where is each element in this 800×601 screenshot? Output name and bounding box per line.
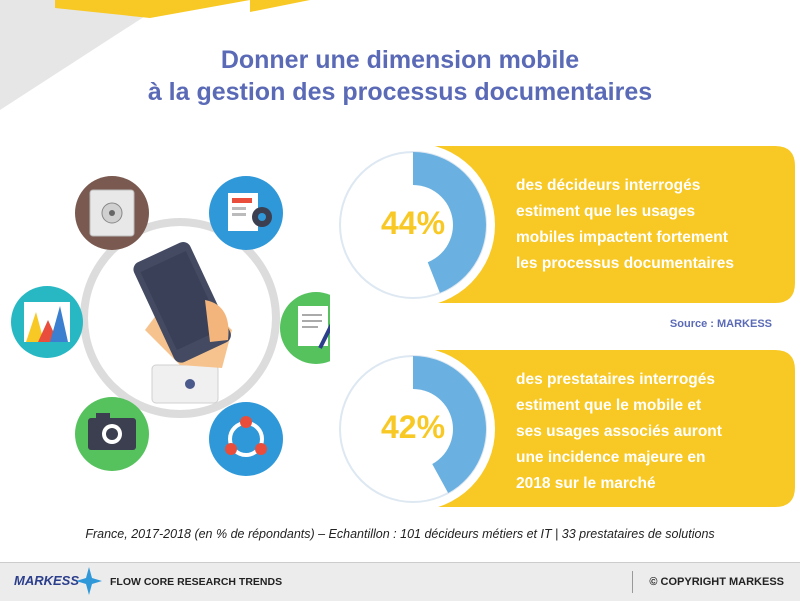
- donut-center: [373, 185, 453, 265]
- stat-percentage: 42%: [380, 409, 446, 445]
- description-line: les processus documentaires: [516, 255, 734, 272]
- copyright-text: © COPYRIGHT MARKESS: [649, 576, 784, 588]
- star-logo-icon: [76, 567, 102, 595]
- document-gear-icon: [209, 176, 283, 250]
- footer-subtitle: FLOW CORE RESEARCH TRENDS: [110, 576, 283, 588]
- stat-description: des décideurs interrogés estiment que le…: [516, 173, 786, 277]
- donut-chart-decideurs: [331, 143, 795, 307]
- contract-pen-icon: [280, 292, 330, 364]
- description-line: estiment que les usages: [516, 203, 696, 220]
- description-line: mobiles impactent fortement: [516, 229, 728, 246]
- description-line: ses usages associés auront: [516, 423, 722, 440]
- decorative-shapes: [0, 0, 310, 110]
- share-icon: [209, 402, 283, 476]
- description-banner: [410, 146, 795, 303]
- brand-logo-text: MARKESS: [14, 573, 80, 588]
- source-label: Source : MARKESS: [669, 318, 772, 330]
- description-banner: [410, 350, 795, 507]
- stat-percentage: 44%: [380, 205, 446, 241]
- safe-icon: [75, 176, 149, 250]
- footer-bar: MARKESS FLOW CORE RESEARCH TRENDS © COPY…: [0, 562, 800, 601]
- description-line: des décideurs interrogés: [516, 177, 701, 194]
- stat-description: des prestataires interrogés estiment que…: [516, 367, 786, 497]
- donut-chart-prestataires: [331, 347, 795, 511]
- description-line: une incidence majeure en: [516, 449, 706, 466]
- donut-center: [373, 389, 453, 469]
- camera-icon: [75, 397, 149, 471]
- title-line-1: Donner une dimension mobile: [220, 46, 580, 74]
- chart-icon: [11, 286, 83, 358]
- description-line: des prestataires interrogés: [516, 371, 716, 388]
- mobile-illustration: [11, 176, 330, 476]
- title-line-2: à la gestion des processus documentaires: [147, 78, 653, 106]
- description-line: estiment que le mobile et: [516, 397, 702, 414]
- footnote: France, 2017-2018 (en % de répondants) –…: [85, 527, 715, 541]
- footer-divider: [632, 571, 633, 593]
- smartphone-hand-icon: [80, 218, 280, 418]
- page-title: Donner une dimension mobile à la gestion…: [0, 44, 800, 108]
- stat-decideurs: 44% des décideurs interrogés estiment qu…: [330, 143, 800, 308]
- stat-prestataires: 42% des prestataires interrogés estiment…: [330, 347, 800, 512]
- description-line: 2018 sur le marché: [516, 475, 656, 492]
